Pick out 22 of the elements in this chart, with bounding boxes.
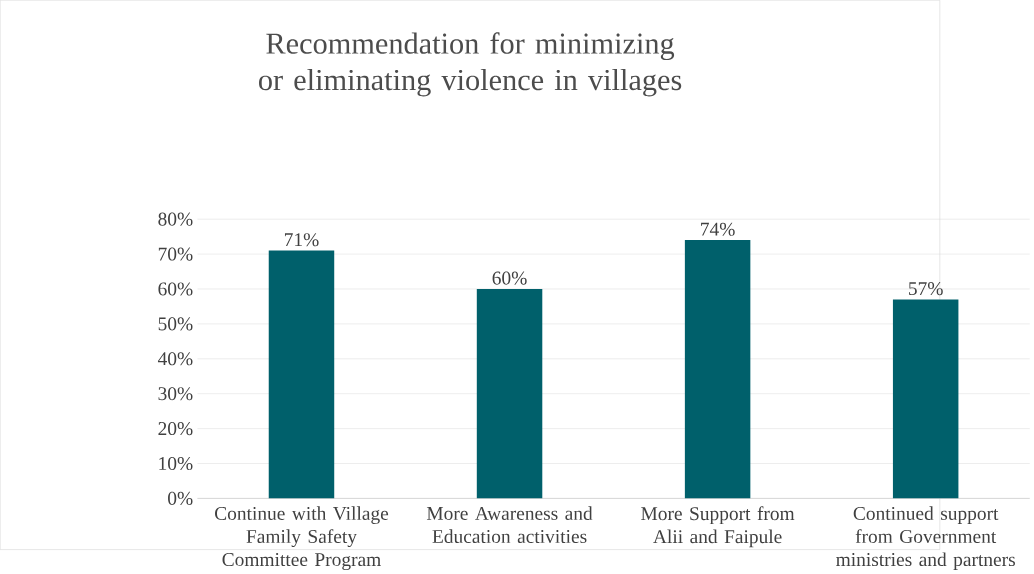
- y-tick-label: 60%: [158, 282, 193, 296]
- bar: [684, 240, 751, 499]
- y-tick-label: 30%: [158, 387, 193, 401]
- y-tick-label: 20%: [158, 421, 193, 436]
- x-tick-label: Continue with Village Family Safety Committee Program: [215, 506, 389, 571]
- data-label: 74%: [701, 222, 735, 236]
- bar: [476, 288, 543, 499]
- chart-title: Recommendation for minimizing or eliminating violence in villages: [259, 32, 682, 97]
- x-tick-label: More Support from Alii and Faipule: [641, 506, 795, 548]
- y-tick-label: 70%: [158, 247, 193, 261]
- y-tick-label: 50%: [158, 317, 193, 331]
- bar: [268, 250, 335, 499]
- data-label: 60%: [492, 271, 527, 285]
- x-tick-label: More Awareness and Education activities: [426, 506, 593, 543]
- y-tick-label: 0%: [168, 491, 193, 505]
- y-tick-label: 40%: [157, 352, 193, 366]
- y-tick-label: 10%: [159, 456, 193, 471]
- x-tick-label: Continued support from Government ministries and partners: [836, 506, 1015, 570]
- y-tick-label: 80%: [158, 212, 193, 226]
- bar: [892, 299, 959, 499]
- data-label: 71%: [284, 233, 319, 247]
- data-label: 57%: [909, 281, 943, 296]
